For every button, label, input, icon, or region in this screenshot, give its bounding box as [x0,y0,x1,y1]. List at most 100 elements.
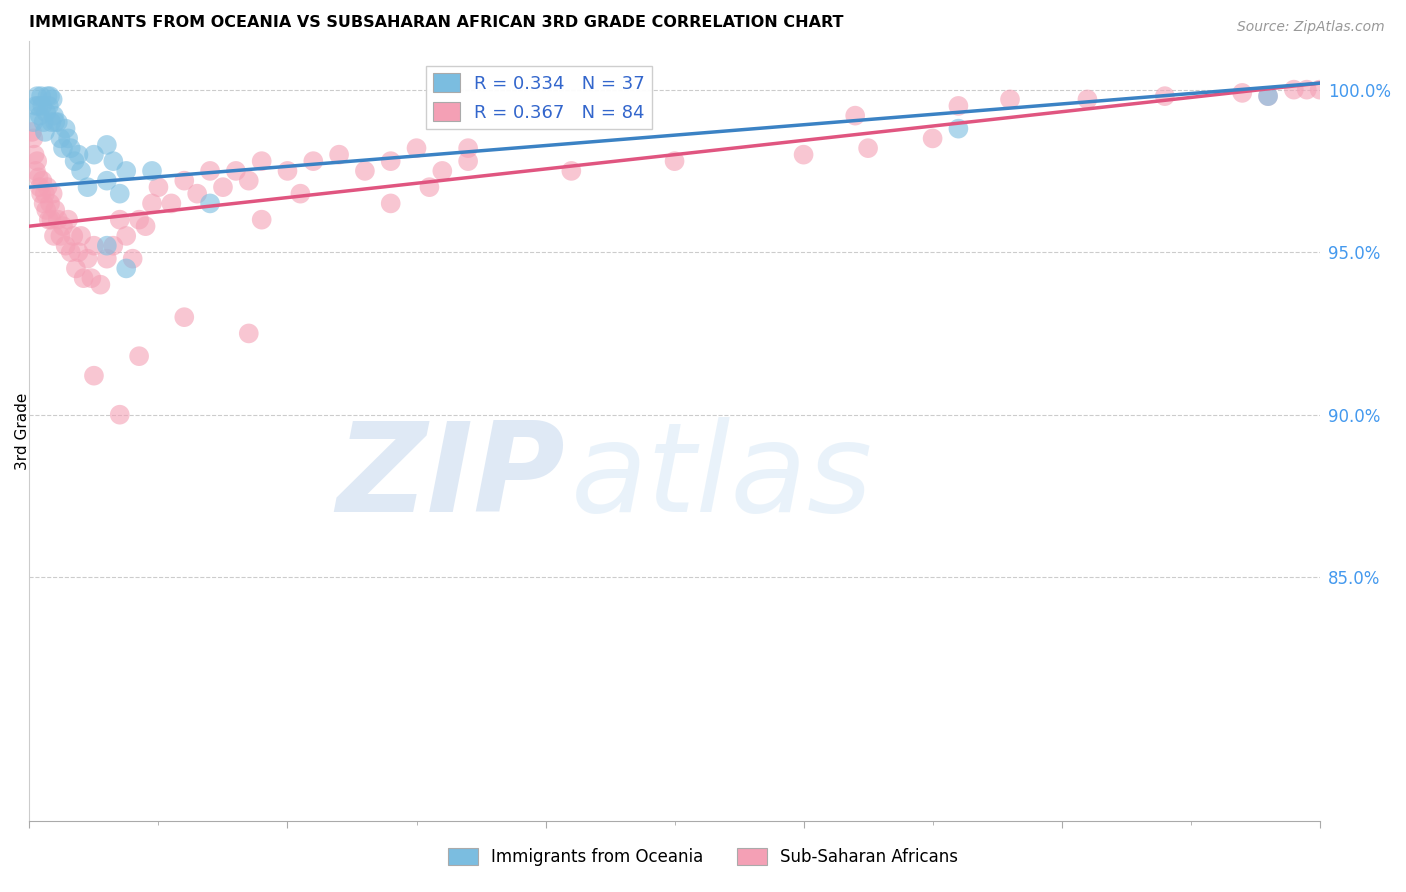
Point [25,89,48,103]
Point [432,164,454,178]
Point [250,212,273,227]
Point [225,164,247,178]
Point [83,368,105,383]
Point [96,137,118,152]
Point [35,202,58,217]
Point [30,89,52,103]
Legend: Immigrants from Oceania, Sub-Saharan Africans: Immigrants from Oceania, Sub-Saharan Afr… [441,841,965,873]
Point [998,92,1021,106]
Point [457,141,479,155]
Point [96,238,118,252]
Point [250,154,273,169]
Point [108,212,131,227]
Point [1076,92,1098,106]
Point [59,141,82,155]
Point [52,219,75,234]
Point [1295,82,1317,96]
Point [42,228,65,243]
Point [96,174,118,188]
Point [39,89,62,103]
Point [49,131,72,145]
Point [328,147,350,161]
Point [34,125,56,139]
Point [1309,82,1331,96]
Point [198,164,221,178]
Point [160,196,183,211]
Point [948,121,970,136]
Point [1257,89,1279,103]
Point [76,180,98,194]
Point [405,141,427,155]
Text: ZIP: ZIP [336,417,565,538]
Point [89,277,111,292]
Point [1257,89,1279,103]
Point [103,238,125,252]
Point [56,131,79,145]
Point [63,154,86,169]
Point [96,252,118,266]
Point [1282,82,1305,96]
Point [32,115,55,129]
Point [115,228,138,243]
Point [141,196,163,211]
Point [128,349,150,363]
Point [80,271,103,285]
Point [46,212,69,227]
Point [37,180,59,194]
Point [25,154,48,169]
Point [457,154,479,169]
Point [31,174,53,188]
Point [793,147,815,161]
Point [41,115,63,129]
Legend: R = 0.334   N = 37, R = 0.367   N = 84: R = 0.334 N = 37, R = 0.367 N = 84 [426,65,652,128]
Point [56,212,79,227]
Point [186,186,208,201]
Point [856,141,879,155]
Text: atlas: atlas [571,417,873,538]
Point [55,238,77,252]
Point [34,186,56,201]
Point [70,228,93,243]
Point [39,196,62,211]
Point [38,99,60,113]
Point [664,154,686,169]
Point [83,238,105,252]
Point [44,202,66,217]
Point [62,228,84,243]
Point [38,212,60,227]
Point [42,109,65,123]
Point [148,180,170,194]
Point [44,115,66,129]
Point [25,164,48,178]
Point [83,147,105,161]
Point [1232,86,1254,100]
Point [52,141,75,155]
Point [238,326,260,341]
Point [27,99,49,113]
Text: Source: ZipAtlas.com: Source: ZipAtlas.com [1237,20,1385,34]
Point [290,186,312,201]
Point [76,252,98,266]
Point [59,245,82,260]
Point [380,154,402,169]
Point [141,164,163,178]
Text: IMMIGRANTS FROM OCEANIA VS SUBSAHARAN AFRICAN 3RD GRADE CORRELATION CHART: IMMIGRANTS FROM OCEANIA VS SUBSAHARAN AF… [30,15,844,30]
Point [67,147,90,161]
Point [844,109,866,123]
Point [24,147,46,161]
Point [948,99,970,113]
Point [32,196,55,211]
Point [173,174,195,188]
Point [128,212,150,227]
Point [31,99,53,113]
Point [22,115,45,129]
Point [276,164,298,178]
Point [121,252,143,266]
Point [28,180,51,194]
Point [35,105,58,120]
Y-axis label: 3rd Grade: 3rd Grade [15,392,30,469]
Point [72,271,94,285]
Point [46,115,69,129]
Point [108,186,131,201]
Point [173,310,195,325]
